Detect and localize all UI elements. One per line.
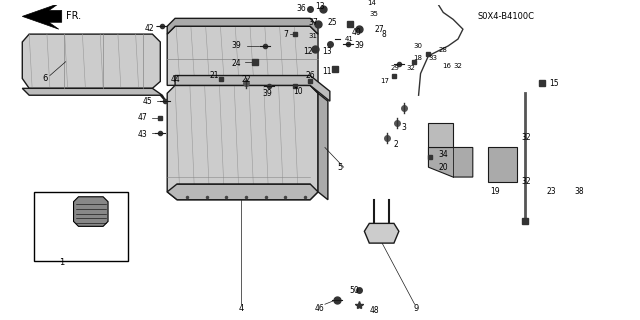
Text: 6: 6 <box>42 74 47 83</box>
Text: 13: 13 <box>322 47 332 56</box>
Text: 31: 31 <box>308 33 317 39</box>
Text: 35: 35 <box>369 12 378 17</box>
Text: 46: 46 <box>315 304 325 313</box>
Text: 19: 19 <box>491 187 500 196</box>
Text: 32: 32 <box>453 63 462 69</box>
FancyBboxPatch shape <box>34 192 128 261</box>
Text: 39: 39 <box>231 42 241 51</box>
Text: 5: 5 <box>338 163 343 172</box>
Text: 37: 37 <box>308 18 318 27</box>
Text: 9: 9 <box>413 304 419 313</box>
Text: 1: 1 <box>59 258 64 267</box>
Text: 23: 23 <box>547 187 556 196</box>
Text: 24: 24 <box>231 59 241 68</box>
Text: 3: 3 <box>402 123 406 132</box>
Text: 34: 34 <box>438 150 448 159</box>
Polygon shape <box>167 85 318 200</box>
Polygon shape <box>318 93 328 200</box>
Text: 25: 25 <box>328 18 337 27</box>
Polygon shape <box>428 148 473 177</box>
Text: 15: 15 <box>548 79 558 88</box>
Polygon shape <box>22 88 167 103</box>
Text: 18: 18 <box>413 55 422 61</box>
Text: 27: 27 <box>374 25 384 34</box>
Polygon shape <box>74 197 108 226</box>
Text: 21: 21 <box>209 71 219 80</box>
Text: 8: 8 <box>381 30 386 39</box>
Text: 42: 42 <box>145 24 154 33</box>
Text: 12: 12 <box>303 47 313 56</box>
Text: FR.: FR. <box>66 12 81 21</box>
Text: 48: 48 <box>369 306 379 315</box>
Text: 32: 32 <box>521 133 531 142</box>
Polygon shape <box>22 34 160 88</box>
Polygon shape <box>22 4 61 29</box>
Text: 26: 26 <box>305 71 315 80</box>
Polygon shape <box>167 18 318 34</box>
Text: 32: 32 <box>521 178 531 187</box>
Text: 45: 45 <box>143 97 152 106</box>
Text: 10: 10 <box>293 87 303 96</box>
Polygon shape <box>167 26 318 93</box>
Text: 39: 39 <box>355 42 364 51</box>
Text: 16: 16 <box>442 63 451 69</box>
Text: 4: 4 <box>239 304 244 313</box>
Text: 30: 30 <box>413 43 422 49</box>
Text: 32: 32 <box>407 65 415 71</box>
Polygon shape <box>364 223 399 243</box>
Text: 41: 41 <box>345 36 353 42</box>
Polygon shape <box>428 123 453 148</box>
Text: 29: 29 <box>391 65 400 71</box>
Text: 40: 40 <box>351 28 362 37</box>
Polygon shape <box>167 184 318 200</box>
Text: 38: 38 <box>574 187 584 196</box>
Text: 36: 36 <box>296 4 306 13</box>
Text: 14: 14 <box>367 0 376 5</box>
Polygon shape <box>175 76 330 101</box>
Text: 7: 7 <box>284 30 289 39</box>
Text: 39: 39 <box>263 89 273 98</box>
Text: 22: 22 <box>241 75 251 84</box>
Text: 50: 50 <box>349 286 360 295</box>
Text: 17: 17 <box>380 78 389 84</box>
Text: 11: 11 <box>322 67 332 76</box>
Text: 28: 28 <box>438 47 447 53</box>
Text: 43: 43 <box>138 130 147 139</box>
Text: 44: 44 <box>170 75 180 84</box>
Polygon shape <box>488 148 517 182</box>
Text: 2: 2 <box>394 140 399 149</box>
Text: 20: 20 <box>438 163 448 172</box>
Text: 33: 33 <box>428 55 437 61</box>
Text: 13: 13 <box>315 2 324 11</box>
Text: 47: 47 <box>138 113 147 123</box>
Text: S0X4-B4100C: S0X4-B4100C <box>477 12 535 21</box>
